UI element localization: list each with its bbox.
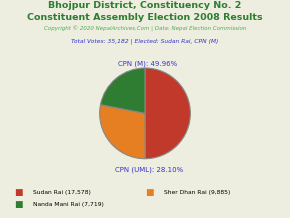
Wedge shape xyxy=(100,105,145,159)
Text: Sher Dhan Rai (9,885): Sher Dhan Rai (9,885) xyxy=(164,191,230,195)
Text: Nanda Mani Rai (7,719): Nanda Mani Rai (7,719) xyxy=(33,203,104,207)
Text: CPN (UML): 28.10%: CPN (UML): 28.10% xyxy=(115,167,184,173)
Text: Copyright © 2020 NepalArchives.Com | Data: Nepal Election Commission: Copyright © 2020 NepalArchives.Com | Dat… xyxy=(44,26,246,32)
Text: ■: ■ xyxy=(145,188,153,198)
Text: Bhojpur District, Constituency No. 2: Bhojpur District, Constituency No. 2 xyxy=(48,1,242,10)
Text: ■: ■ xyxy=(14,200,23,209)
Wedge shape xyxy=(101,68,145,113)
Wedge shape xyxy=(145,68,190,159)
Text: Sudan Rai (17,578): Sudan Rai (17,578) xyxy=(33,191,91,195)
Text: Total Votes: 35,182 | Elected: Sudan Rai, CPN (M): Total Votes: 35,182 | Elected: Sudan Rai… xyxy=(71,38,219,44)
Text: Constituent Assembly Election 2008 Results: Constituent Assembly Election 2008 Resul… xyxy=(27,13,263,22)
Text: CPN (M): 49.96%: CPN (M): 49.96% xyxy=(118,60,177,67)
Text: ■: ■ xyxy=(14,188,23,198)
Text: NC: 21.94%: NC: 21.94% xyxy=(0,217,1,218)
